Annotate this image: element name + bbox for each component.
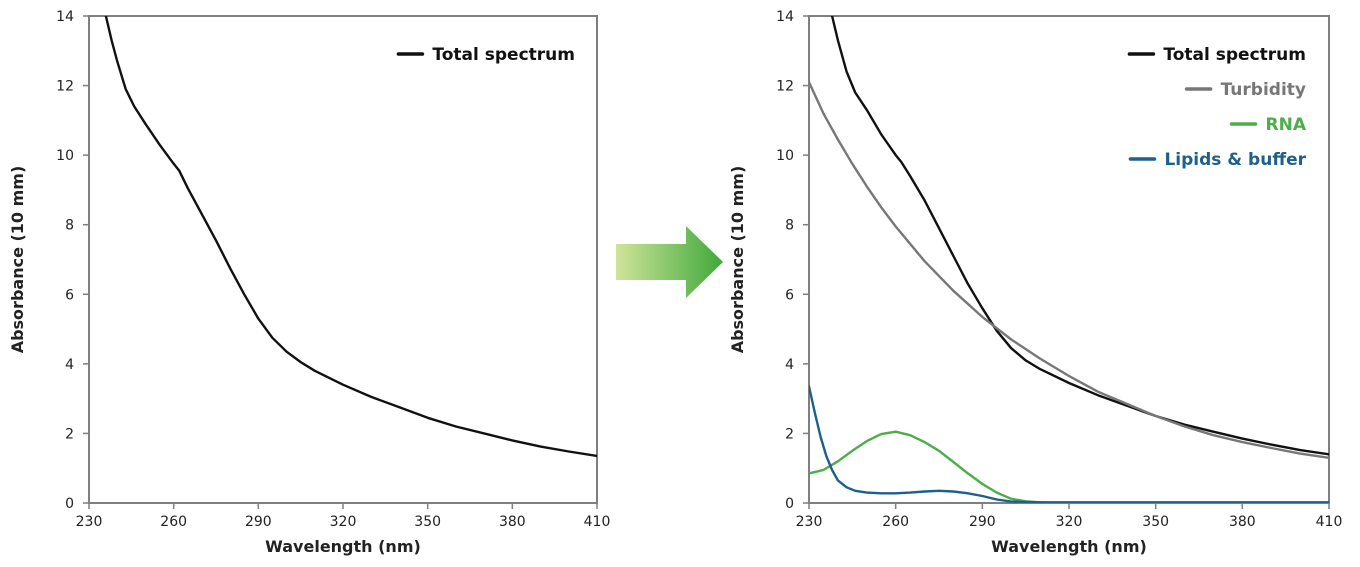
chart-1-x-tick-label: 290 — [245, 514, 272, 530]
chart-2-series-total-spectrum-line — [830, 16, 1329, 456]
chart-2-y-tick-label: 14 — [776, 9, 794, 25]
chart-1-y-tick-label: 6 — [65, 287, 74, 303]
right-chart-panel: 230 260 290 320 350 380 410 0 2 4 6 8 10 12 14 Waveleng… — [728, 9, 1342, 556]
chart-1-y-tick-label: 14 — [56, 9, 74, 25]
chart-2-x-tick-label: 260 — [882, 514, 909, 530]
chart-1-y-axis-title: Absorbance (10 mm) — [8, 166, 27, 354]
chart-2-legend-label-rna: RNA — [1266, 115, 1307, 135]
chart-1-x-tick-label: 260 — [160, 514, 187, 530]
chart-1-y-tick-label: 2 — [65, 426, 74, 442]
chart-2-x-axis-title: Wavelength (nm) — [991, 537, 1147, 556]
chart-1-legend-label-total-spectrum: Total spectrum — [432, 45, 575, 65]
chart-1-plot-frame — [88, 15, 598, 504]
chart-2-y-tick-label: 12 — [776, 79, 794, 95]
chart-2-y-tick-label: 2 — [785, 426, 794, 442]
chart-1-series-total-spectrum-line — [104, 16, 597, 458]
chart-2-legend-label-turbidity: Turbidity — [1221, 80, 1306, 100]
chart-1-x-tick-label: 350 — [414, 514, 441, 530]
chart-2-y-tick-label: 6 — [785, 287, 794, 303]
chart-2-y-tick-label: 8 — [785, 218, 794, 234]
chart-1-x-tick-label: 380 — [499, 514, 526, 530]
chart-1-y-tick-label: 0 — [65, 496, 74, 512]
chart-1-x-tick-label: 410 — [584, 514, 611, 530]
chart-1-x-tick-label: 320 — [330, 514, 357, 530]
chart-1-x-axis-title: Wavelength (nm) — [265, 537, 421, 556]
chart-2-x-tick-label: 380 — [1229, 514, 1256, 530]
chart-2-x-tick-label: 230 — [796, 514, 823, 530]
chart-2-series-turbidity-line — [809, 80, 1329, 459]
chart-1-x-tick-label: 230 — [76, 514, 103, 530]
chart-2-x-tick-label: 350 — [1142, 514, 1169, 530]
transition-arrow-icon — [616, 226, 723, 298]
chart-1-y-tick-label: 4 — [65, 357, 74, 373]
chart-1-y-tick-label: 12 — [56, 79, 74, 95]
chart-2-y-tick-label: 0 — [785, 496, 794, 512]
chart-2-series-rna-line — [809, 430, 1329, 503]
chart-1-y-tick-label: 10 — [56, 148, 74, 164]
chart-2-x-tick-label: 320 — [1056, 514, 1083, 530]
chart-2-legend-label-total-spectrum: Total spectrum — [1163, 45, 1306, 65]
chart-2-legend-label-lipids-buffer: Lipids & buffer — [1164, 150, 1306, 170]
chart-2-y-tick-label: 4 — [785, 357, 794, 373]
left-chart-panel: 230 260 290 320 350 380 410 0 2 4 6 8 10 12 14 Waveleng… — [8, 9, 610, 556]
chart-2-y-tick-label: 10 — [776, 148, 794, 164]
chart-1-y-tick-label: 8 — [65, 218, 74, 234]
chart-2-x-tick-label: 290 — [969, 514, 996, 530]
chart-2-x-tick-label: 410 — [1316, 514, 1343, 530]
chart-2-y-axis-title: Absorbance (10 mm) — [728, 166, 747, 354]
chart-2-series-lipids-buffer-line — [809, 385, 1329, 503]
